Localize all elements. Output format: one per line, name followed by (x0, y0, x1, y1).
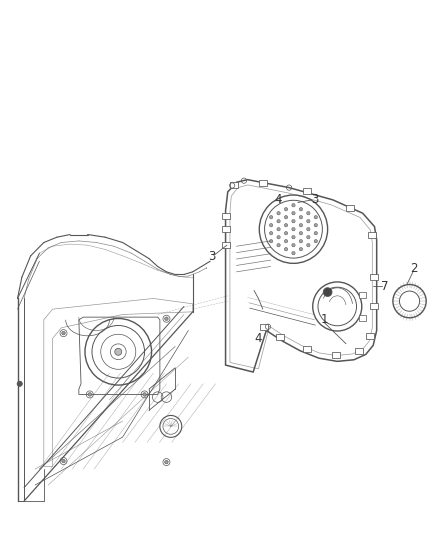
Circle shape (284, 231, 288, 235)
Circle shape (88, 393, 92, 396)
Bar (355, 348, 363, 354)
Text: 7: 7 (381, 280, 389, 293)
Circle shape (307, 228, 310, 231)
Circle shape (277, 220, 280, 223)
Circle shape (292, 252, 295, 255)
Circle shape (292, 228, 295, 231)
Circle shape (292, 212, 295, 215)
Text: 4: 4 (275, 193, 283, 206)
Text: 3: 3 (208, 251, 215, 263)
Circle shape (314, 223, 318, 227)
Bar (359, 292, 366, 298)
Text: 4: 4 (254, 332, 262, 345)
Circle shape (165, 461, 168, 464)
Circle shape (17, 381, 22, 386)
Circle shape (292, 220, 295, 223)
Bar (303, 188, 311, 194)
Bar (370, 303, 378, 310)
Circle shape (299, 239, 303, 243)
Circle shape (269, 239, 273, 243)
Circle shape (299, 207, 303, 211)
Bar (368, 231, 376, 238)
Text: 2: 2 (410, 262, 418, 275)
Text: 3: 3 (311, 193, 318, 206)
Circle shape (307, 244, 310, 247)
Bar (370, 274, 378, 280)
Circle shape (314, 239, 318, 243)
Circle shape (143, 393, 146, 396)
Bar (346, 205, 354, 211)
Circle shape (284, 247, 288, 251)
Circle shape (277, 244, 280, 247)
Bar (303, 346, 311, 352)
Circle shape (284, 207, 288, 211)
Bar (260, 324, 268, 330)
Bar (359, 314, 366, 321)
Circle shape (314, 231, 318, 235)
Bar (276, 334, 284, 340)
Circle shape (62, 332, 65, 335)
Circle shape (292, 204, 295, 207)
Circle shape (277, 236, 280, 239)
Circle shape (277, 212, 280, 215)
Text: 1: 1 (320, 313, 328, 326)
Circle shape (277, 228, 280, 231)
Circle shape (269, 223, 273, 227)
Circle shape (299, 231, 303, 235)
Circle shape (284, 239, 288, 243)
Bar (259, 180, 267, 186)
Circle shape (307, 212, 310, 215)
Circle shape (292, 244, 295, 247)
Bar (222, 242, 230, 248)
Circle shape (314, 215, 318, 219)
Bar (366, 333, 374, 339)
Circle shape (269, 215, 273, 219)
Circle shape (299, 223, 303, 227)
Circle shape (115, 348, 122, 356)
Circle shape (323, 288, 332, 296)
Circle shape (269, 231, 273, 235)
Circle shape (292, 236, 295, 239)
Circle shape (62, 459, 65, 463)
Circle shape (299, 247, 303, 251)
Bar (332, 352, 340, 358)
Circle shape (307, 236, 310, 239)
Circle shape (307, 220, 310, 223)
Bar (230, 182, 238, 189)
Bar (222, 226, 230, 232)
Circle shape (165, 317, 168, 320)
Circle shape (284, 215, 288, 219)
Circle shape (299, 215, 303, 219)
Bar (222, 213, 230, 219)
Circle shape (284, 223, 288, 227)
